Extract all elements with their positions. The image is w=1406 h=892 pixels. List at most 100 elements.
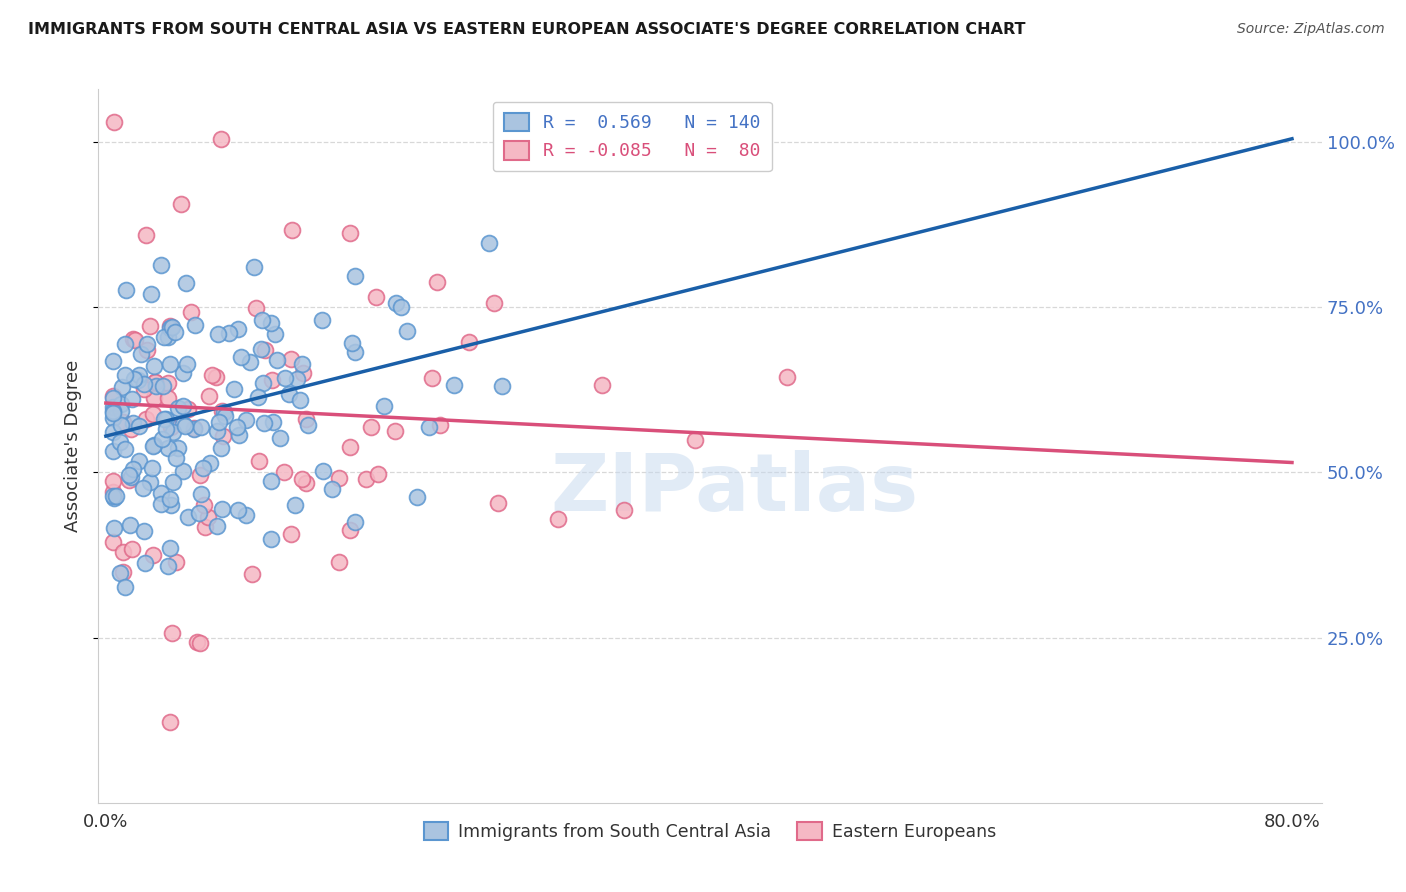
Point	[118, 517, 141, 532]
Point	[385, 296, 408, 310]
Point	[207, 424, 229, 438]
Point	[198, 389, 221, 403]
Point	[172, 464, 194, 478]
Point	[103, 406, 125, 420]
Point	[128, 419, 150, 434]
Point	[163, 326, 186, 340]
Point	[139, 287, 162, 301]
Point	[114, 368, 136, 383]
Point	[253, 343, 276, 357]
Point	[159, 491, 181, 506]
Point	[295, 476, 318, 491]
Legend: Immigrants from South Central Asia, Eastern Europeans: Immigrants from South Central Asia, East…	[416, 815, 1004, 847]
Point	[212, 405, 235, 419]
Point	[183, 422, 205, 436]
Point	[135, 343, 157, 357]
Point	[418, 419, 440, 434]
Point	[103, 389, 125, 403]
Point	[291, 366, 314, 380]
Point	[129, 347, 152, 361]
Point	[186, 635, 208, 649]
Point	[143, 375, 166, 389]
Point	[207, 327, 229, 342]
Point	[190, 636, 212, 650]
Point	[367, 467, 389, 482]
Point	[160, 319, 183, 334]
Point	[132, 382, 155, 396]
Point	[486, 496, 509, 510]
Point	[243, 260, 266, 274]
Point	[103, 444, 125, 458]
Point	[135, 336, 157, 351]
Point	[150, 496, 173, 510]
Point	[114, 442, 136, 456]
Point	[194, 519, 217, 533]
Point	[110, 566, 132, 581]
Point	[389, 301, 412, 315]
Point	[339, 524, 361, 538]
Point	[240, 566, 263, 581]
Point	[157, 330, 180, 344]
Point	[162, 425, 184, 440]
Point	[209, 441, 232, 455]
Point	[235, 508, 257, 522]
Point	[152, 411, 174, 425]
Point	[311, 313, 333, 327]
Point	[183, 318, 205, 332]
Point	[138, 319, 160, 334]
Point	[280, 527, 302, 541]
Point	[150, 258, 173, 272]
Point	[176, 401, 198, 416]
Point	[150, 486, 173, 500]
Text: ZIPatlas: ZIPatlas	[550, 450, 918, 528]
Point	[110, 397, 132, 411]
Point	[212, 428, 235, 442]
Point	[177, 510, 200, 524]
Point	[354, 472, 377, 486]
Point	[128, 454, 150, 468]
Point	[281, 223, 304, 237]
Point	[190, 420, 212, 434]
Point	[103, 521, 125, 535]
Point	[104, 489, 127, 503]
Point	[263, 327, 285, 342]
Point	[211, 502, 233, 516]
Point	[122, 461, 145, 475]
Point	[183, 421, 205, 435]
Point	[321, 482, 343, 496]
Point	[214, 409, 236, 424]
Point	[249, 342, 271, 356]
Point	[159, 357, 181, 371]
Point	[260, 532, 283, 546]
Point	[339, 226, 361, 240]
Point	[165, 555, 187, 569]
Point	[165, 450, 187, 465]
Point	[120, 422, 142, 436]
Point	[328, 555, 350, 569]
Point	[260, 474, 283, 488]
Point	[266, 352, 288, 367]
Point	[162, 475, 184, 489]
Point	[288, 393, 311, 408]
Point	[138, 475, 160, 489]
Point	[103, 489, 125, 503]
Point	[159, 321, 181, 335]
Point	[142, 407, 165, 421]
Point	[115, 283, 138, 297]
Point	[112, 565, 135, 579]
Point	[122, 371, 145, 385]
Point	[344, 345, 367, 359]
Point	[174, 276, 197, 290]
Point	[118, 468, 141, 483]
Point	[484, 295, 506, 310]
Point	[156, 391, 179, 405]
Point	[262, 415, 284, 429]
Point	[420, 371, 443, 385]
Point	[343, 515, 366, 529]
Point	[269, 430, 291, 444]
Point	[273, 370, 295, 384]
Point	[112, 415, 135, 429]
Point	[157, 441, 180, 455]
Point	[273, 466, 295, 480]
Point	[176, 357, 198, 371]
